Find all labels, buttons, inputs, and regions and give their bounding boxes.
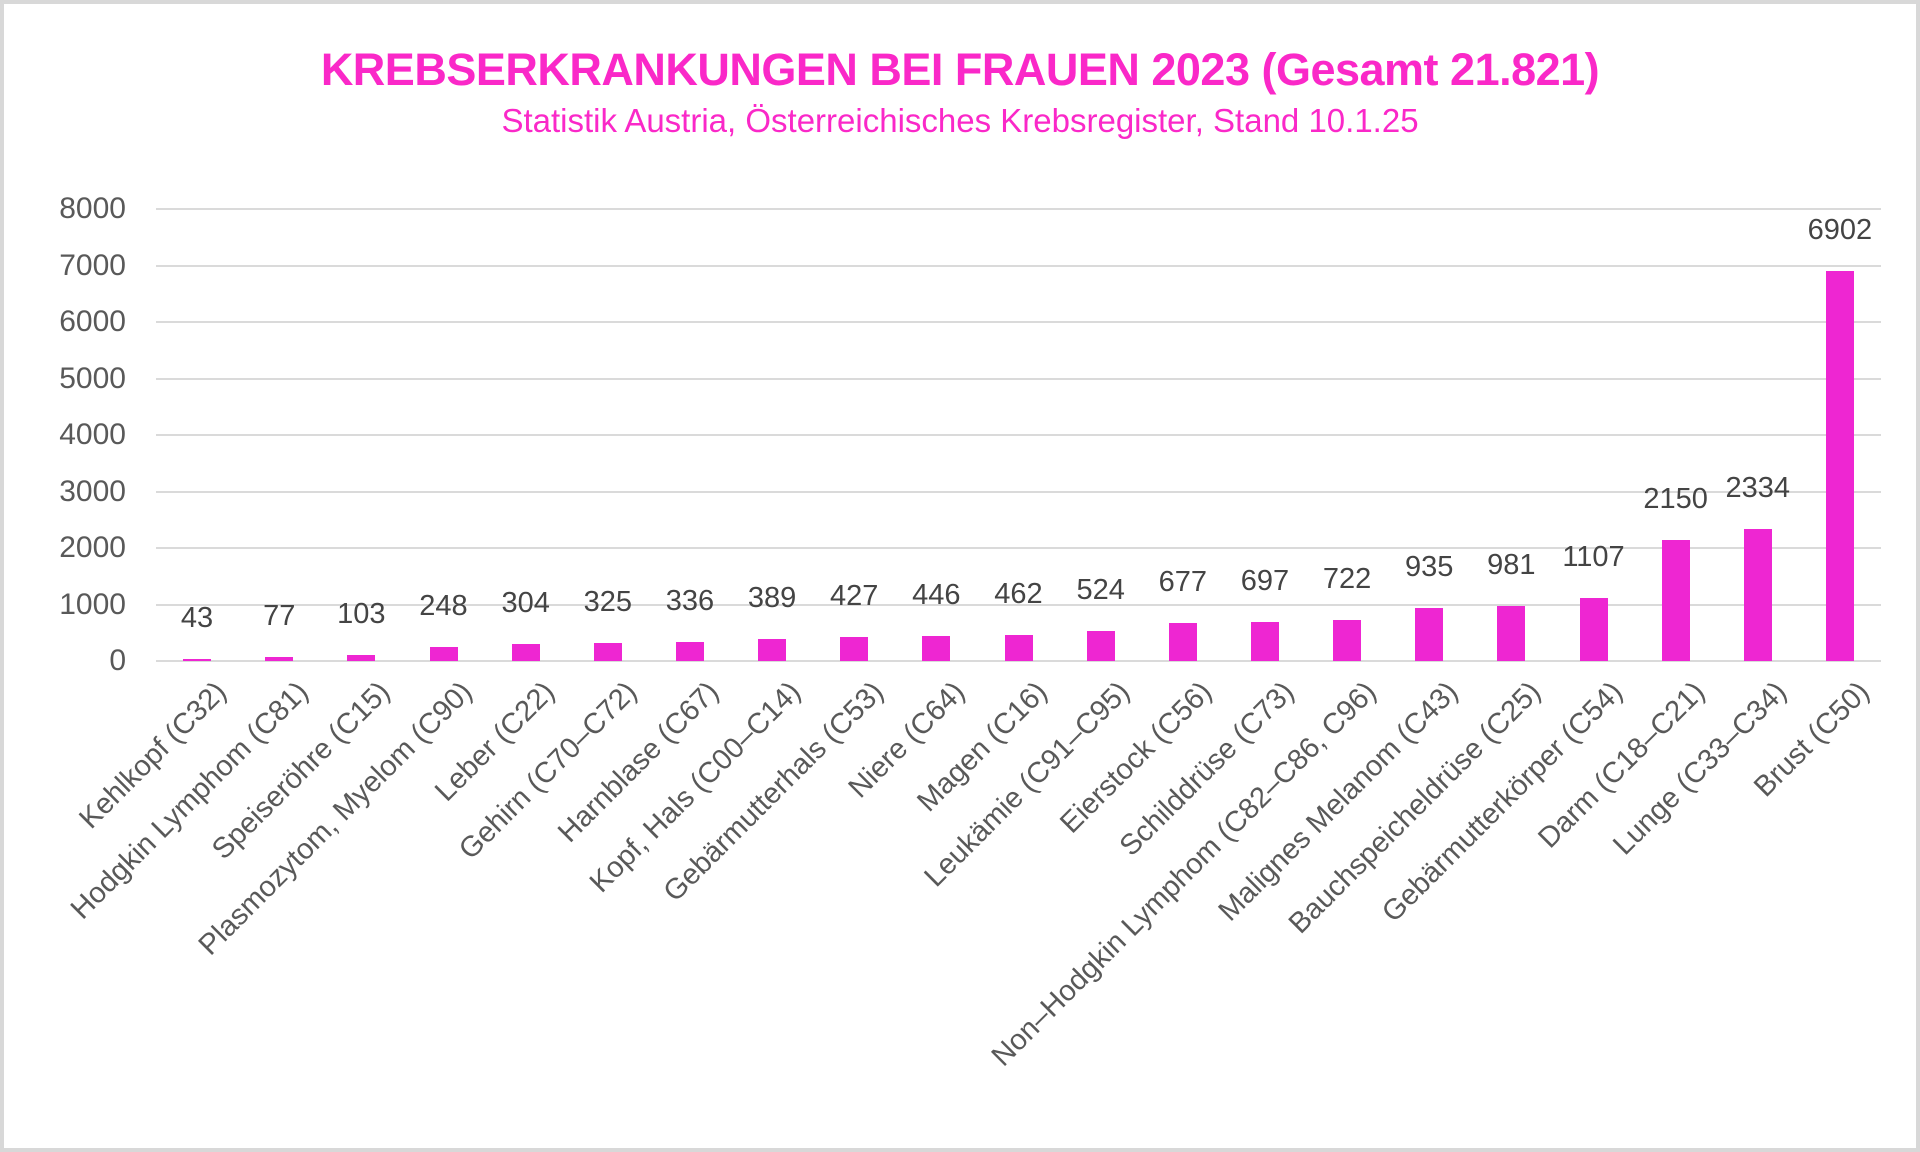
bar-value-label: 697: [1240, 564, 1290, 597]
gridline: [156, 603, 1881, 606]
bar-value-label: 2150: [1643, 482, 1708, 515]
bar: [1415, 608, 1444, 661]
y-tick-label: 6000: [59, 305, 126, 338]
bar: [1579, 598, 1608, 661]
bar: [511, 643, 540, 661]
bar: [1333, 620, 1362, 661]
y-tick-label: 2000: [59, 531, 126, 564]
gridline: [156, 208, 1881, 210]
bar: [675, 642, 704, 661]
gridline: [156, 321, 1881, 323]
y-tick-label: 5000: [59, 361, 126, 395]
y-tick-label: 8000: [59, 192, 126, 225]
bar: [1661, 539, 1690, 661]
bar-value-label: 43: [180, 601, 214, 634]
bar: [1004, 634, 1033, 661]
bar-value-label: 2334: [1725, 472, 1791, 505]
gridline: [156, 434, 1881, 436]
bar-value-label: 722: [1322, 563, 1372, 596]
bar: [1168, 622, 1197, 661]
bar-value-label: 103: [337, 598, 386, 631]
bar: [1497, 605, 1526, 661]
y-tick-label: 4000: [59, 418, 126, 451]
bar-value-label: 427: [830, 579, 879, 612]
gridline: [156, 377, 1881, 380]
chart-subtitle: Statistik Austria, Österreichisches Kreb…: [501, 102, 1419, 139]
bar: [1825, 271, 1854, 661]
bar-value-label: 935: [1405, 551, 1454, 584]
bar-value-label: 462: [994, 577, 1043, 610]
bar-value-label: 6902: [1807, 214, 1873, 247]
bar-value-label: 1107: [1562, 541, 1625, 574]
y-tick-label: 7000: [59, 248, 126, 282]
bar-value-label: 981: [1487, 548, 1536, 581]
bar: [265, 656, 294, 661]
y-tick-label: 1000: [59, 587, 126, 621]
y-tick-label: 3000: [59, 474, 126, 508]
plot-area: 0 1000 2000 3000 4000 5000 6000 7000 8000 43 Kehlk…: [4, 4, 1916, 1148]
bar: [922, 635, 951, 661]
gridline: [156, 264, 1881, 267]
bar-value-label: 304: [501, 586, 550, 619]
bar-value-label: 248: [419, 589, 468, 622]
gridline: [156, 547, 1881, 549]
chart-title: KREBSERKRANKUNGEN BEI FRAUEN 2023 (Gesam…: [320, 44, 1600, 95]
bar: [1743, 529, 1772, 661]
gridline: [156, 490, 1881, 493]
bar-value-label: 336: [665, 585, 715, 618]
bar: [347, 655, 376, 661]
bar-value-label: 325: [583, 585, 632, 618]
bar: [758, 639, 787, 661]
bar: [593, 642, 622, 661]
bar: [1086, 631, 1115, 661]
bar-value-label: 446: [912, 578, 961, 611]
bar: [840, 636, 869, 661]
bar-value-label: 524: [1076, 574, 1125, 607]
bar: [429, 646, 458, 661]
bar-value-label: 389: [747, 582, 797, 615]
gridline: [156, 660, 1881, 662]
bar: [183, 658, 212, 661]
y-tick-label: 0: [109, 644, 126, 677]
bar: [1250, 621, 1279, 661]
bar-value-label: 677: [1158, 565, 1207, 598]
bar-value-label: 77: [263, 599, 296, 632]
